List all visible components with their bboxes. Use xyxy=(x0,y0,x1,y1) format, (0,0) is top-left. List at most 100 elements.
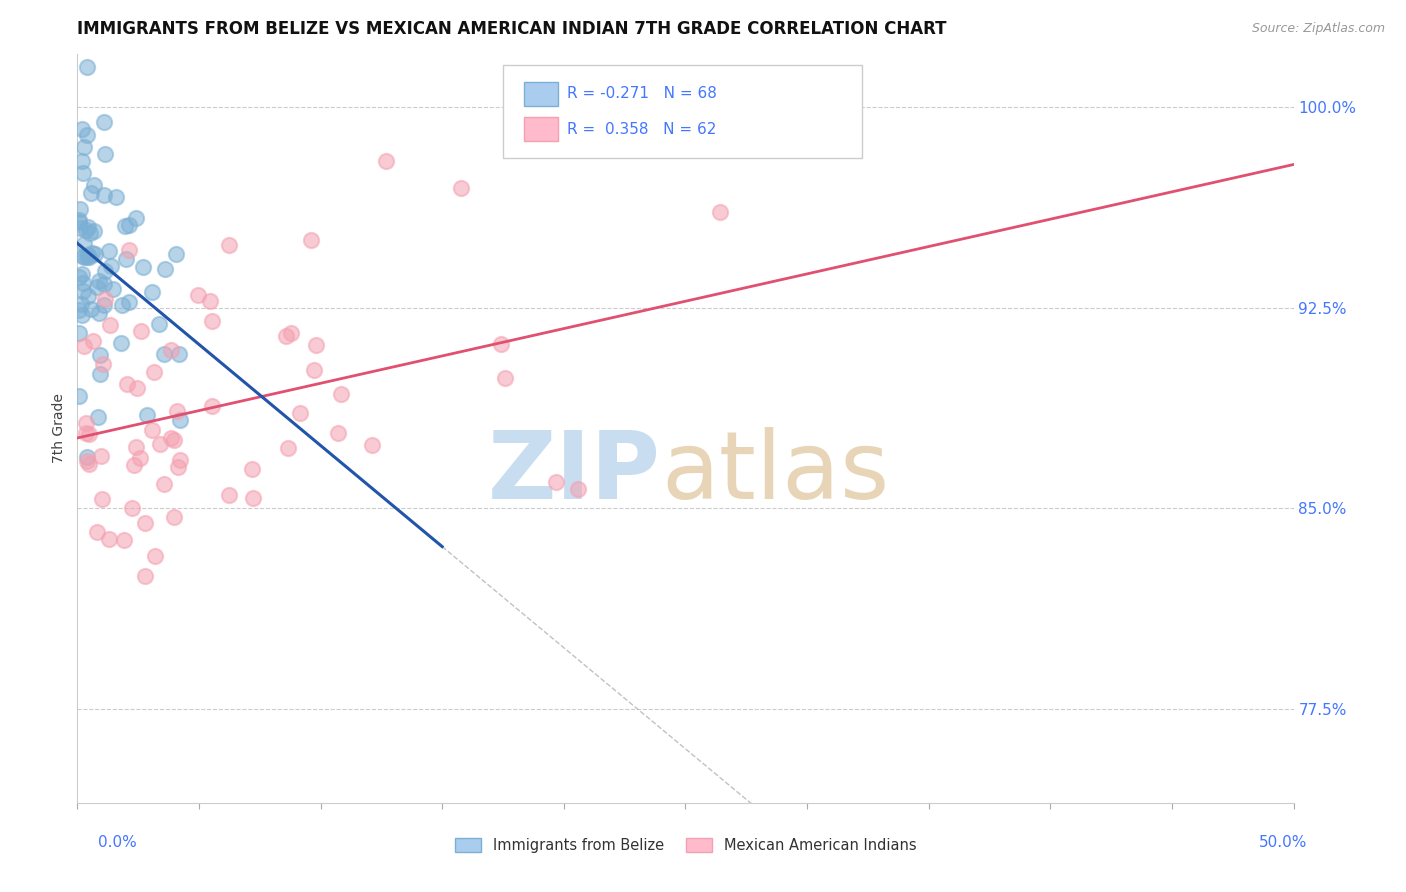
Legend: Immigrants from Belize, Mexican American Indians: Immigrants from Belize, Mexican American… xyxy=(449,832,922,859)
Point xyxy=(93,298,115,312)
Point xyxy=(143,365,166,379)
Point xyxy=(305,337,328,351)
Point xyxy=(72,166,94,180)
Point xyxy=(89,367,111,381)
Point xyxy=(187,288,209,302)
Point xyxy=(93,188,115,202)
Point xyxy=(67,388,90,402)
Point xyxy=(110,335,132,350)
Point xyxy=(114,219,136,233)
Point xyxy=(169,453,191,467)
Point xyxy=(114,252,136,267)
Point xyxy=(141,423,163,437)
Point xyxy=(73,250,96,264)
Point xyxy=(280,326,302,340)
Point xyxy=(91,492,114,507)
Text: Source: ZipAtlas.com: Source: ZipAtlas.com xyxy=(1251,22,1385,36)
Point xyxy=(125,440,148,454)
Point xyxy=(136,408,159,422)
Point xyxy=(374,153,396,168)
Point xyxy=(103,282,125,296)
Point xyxy=(67,215,90,229)
Point xyxy=(104,190,127,204)
Point xyxy=(94,264,117,278)
Point xyxy=(169,347,191,361)
Point xyxy=(201,314,224,328)
FancyBboxPatch shape xyxy=(503,65,862,159)
Point xyxy=(163,433,186,447)
Point xyxy=(242,491,264,505)
Point xyxy=(121,501,143,516)
Point xyxy=(125,211,148,225)
Text: IMMIGRANTS FROM BELIZE VS MEXICAN AMERICAN INDIAN 7TH GRADE CORRELATION CHART: IMMIGRANTS FROM BELIZE VS MEXICAN AMERIC… xyxy=(77,21,946,38)
Point xyxy=(79,186,101,201)
Text: R = -0.271   N = 68: R = -0.271 N = 68 xyxy=(568,87,717,102)
Point xyxy=(69,221,91,235)
Point xyxy=(75,416,97,430)
Point xyxy=(93,114,115,128)
Point xyxy=(122,458,145,473)
Point xyxy=(218,487,240,501)
Point xyxy=(90,449,112,463)
Point xyxy=(72,267,94,281)
Point xyxy=(361,438,384,452)
Point xyxy=(83,178,105,192)
Point xyxy=(70,296,93,310)
Text: 0.0%: 0.0% xyxy=(98,836,138,850)
Point xyxy=(162,509,184,524)
Point xyxy=(86,525,108,540)
Point xyxy=(709,205,731,219)
Point xyxy=(87,275,110,289)
Point xyxy=(75,223,97,237)
Point xyxy=(67,326,90,340)
Point xyxy=(200,399,222,413)
Point xyxy=(84,246,107,260)
Point xyxy=(73,140,96,154)
Point xyxy=(198,294,221,309)
Point xyxy=(129,324,152,338)
Point xyxy=(70,121,93,136)
Point xyxy=(159,343,181,357)
Point xyxy=(80,302,103,317)
Point xyxy=(153,347,176,361)
Point xyxy=(77,427,100,442)
Point xyxy=(129,451,152,466)
Point xyxy=(82,334,104,348)
Point xyxy=(288,406,311,420)
Text: 50.0%: 50.0% xyxy=(1260,836,1308,850)
Point xyxy=(141,285,163,299)
Point xyxy=(80,246,103,260)
Point xyxy=(76,250,98,264)
Point xyxy=(70,154,93,169)
Point xyxy=(87,306,110,320)
Point xyxy=(153,262,176,277)
Point xyxy=(567,482,589,496)
Point xyxy=(86,280,108,294)
Point xyxy=(76,450,98,464)
Point xyxy=(143,549,166,564)
Point xyxy=(149,437,172,451)
Point xyxy=(302,362,325,376)
Point xyxy=(77,251,100,265)
Point xyxy=(98,318,121,333)
Point xyxy=(98,244,121,259)
Point xyxy=(72,308,94,322)
Bar xyxy=(523,82,558,106)
Point xyxy=(73,237,96,252)
Point xyxy=(89,348,111,362)
Point xyxy=(77,458,100,472)
Point xyxy=(100,259,122,273)
Point xyxy=(67,212,90,227)
Point xyxy=(72,250,94,264)
Point xyxy=(76,128,98,143)
Point xyxy=(166,404,188,418)
Point xyxy=(218,238,240,252)
Point xyxy=(112,533,135,547)
Point xyxy=(118,244,141,258)
Point xyxy=(169,413,191,427)
Point xyxy=(87,409,110,424)
Point xyxy=(67,270,90,285)
Point xyxy=(72,339,94,353)
Text: atlas: atlas xyxy=(661,427,890,519)
Point xyxy=(299,233,322,247)
